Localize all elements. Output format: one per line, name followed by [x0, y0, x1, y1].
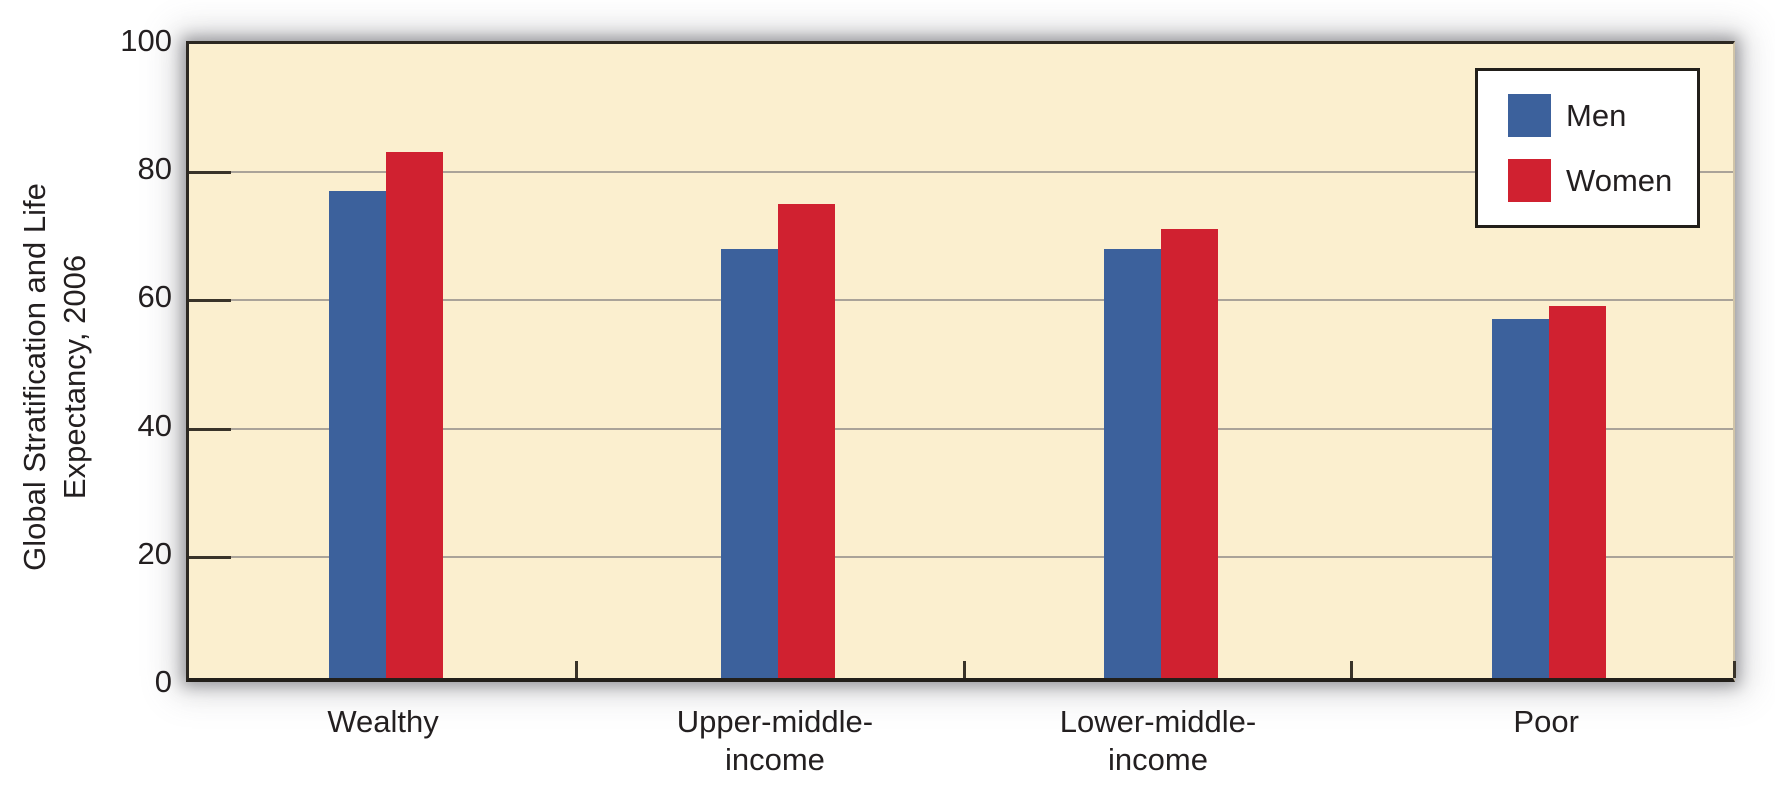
y-tick-label-40: 40	[137, 407, 172, 443]
y-tick-label-100: 100	[120, 23, 172, 58]
bar-women-group3	[1161, 229, 1218, 678]
bar-men-group2	[721, 249, 778, 678]
bar-women-group4	[1549, 306, 1606, 678]
legend-label-women: Women	[1566, 163, 1673, 198]
men-swatch-icon	[1508, 94, 1551, 137]
legend-item-men: Men	[1508, 94, 1697, 137]
bar-women-group2	[778, 204, 835, 678]
y-axis-title-line1: Global Stratification and Life	[17, 183, 52, 571]
y-tick-20	[189, 555, 231, 559]
y-tick-60	[189, 299, 231, 303]
x-tick-2	[963, 661, 966, 678]
y-tick-label-0: 0	[154, 664, 172, 699]
bar-women-group1	[386, 152, 443, 678]
y-axis-title: Global Stratification and Life Expectanc…	[15, 183, 95, 571]
gridline-40	[189, 427, 1733, 430]
x-tick-4	[1733, 661, 1736, 678]
bar-men-group1	[329, 191, 386, 678]
x-label-group2: Upper-middle- income	[676, 704, 874, 777]
women-swatch-icon	[1508, 159, 1551, 202]
x-tick-3	[1350, 661, 1353, 678]
y-tick-label-20: 20	[137, 535, 172, 571]
y-tick-label-80: 80	[137, 151, 172, 187]
gridline-20	[189, 555, 1733, 558]
bar-men-group3	[1104, 249, 1161, 678]
y-tick-80	[189, 171, 231, 175]
y-axis-title-line2: Expectancy, 2006	[57, 254, 92, 500]
x-label-group3: Lower-middle- income	[1059, 704, 1257, 777]
gridline-60	[189, 299, 1733, 302]
x-tick-1	[575, 661, 578, 678]
gridline-80	[189, 171, 1733, 174]
legend-label-men: Men	[1566, 98, 1627, 133]
y-tick-label-60: 60	[137, 279, 172, 315]
legend-item-women: Women	[1508, 159, 1697, 202]
y-tick-40	[189, 427, 231, 431]
bar-men-group4	[1492, 319, 1549, 678]
x-label-group1: Wealthy	[327, 704, 439, 739]
legend: Men Women	[1475, 68, 1700, 228]
x-label-group4: Poor	[1513, 704, 1579, 739]
